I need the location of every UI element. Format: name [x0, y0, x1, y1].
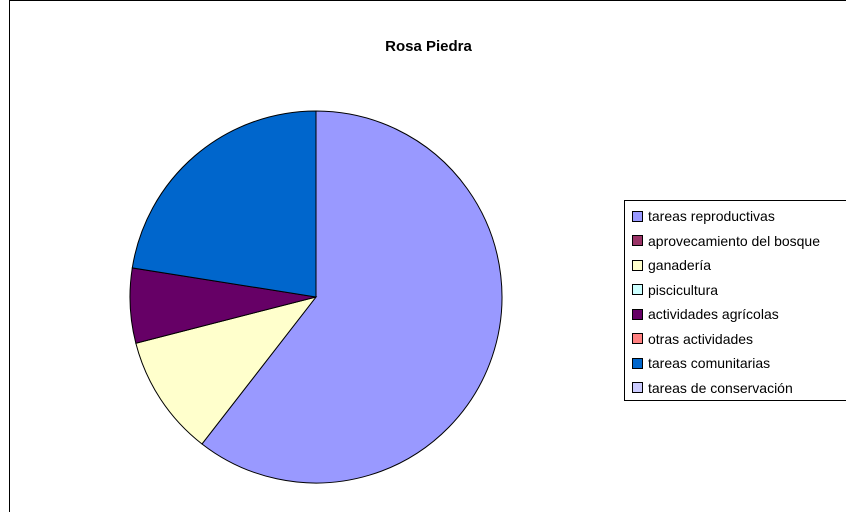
legend-swatch: [632, 284, 643, 296]
pie-chart: [129, 110, 503, 484]
legend-swatch: [632, 333, 643, 345]
legend: tareas reproductivas aprovecamiento del b…: [624, 200, 846, 401]
legend-swatch: [632, 235, 643, 247]
legend-item: tareas reproductivas: [625, 204, 846, 229]
legend-item: piscicultura: [625, 278, 846, 303]
legend-label: aprovecamiento del bosque: [648, 232, 821, 249]
legend-item: tareas de conservación: [625, 376, 846, 401]
chart-title: Rosa Piedra: [385, 38, 472, 55]
legend-swatch: [632, 259, 643, 271]
legend-item: actividades agrícolas: [625, 302, 846, 327]
pie-slice-tareas-reproductivas: [201, 110, 503, 484]
legend-item: ganadería: [625, 253, 846, 278]
legend-label: tareas de conservación: [648, 379, 793, 396]
chart-area: Rosa Piedra tareas reproductivas aproveca…: [9, 0, 846, 512]
pie-slice-ganaderia: [135, 296, 318, 445]
legend-label: piscicultura: [648, 281, 719, 298]
legend-swatch: [632, 308, 643, 320]
legend-item: otras actividades: [625, 327, 846, 352]
legend-label: tareas reproductivas: [648, 208, 775, 225]
legend-item: aprovecamiento del bosque: [625, 229, 846, 254]
legend-item: tareas comunitarias: [625, 351, 846, 376]
legend-label: otras actividades: [648, 330, 754, 347]
pie-slice-tareas-comunitarias: [131, 110, 317, 298]
legend-label: ganadería: [648, 257, 712, 274]
legend-swatch: [632, 210, 643, 222]
legend-swatch: [632, 357, 643, 369]
legend-swatch: [632, 382, 643, 394]
legend-label: actividades agrícolas: [648, 306, 779, 323]
legend-label: tareas comunitarias: [648, 355, 771, 372]
